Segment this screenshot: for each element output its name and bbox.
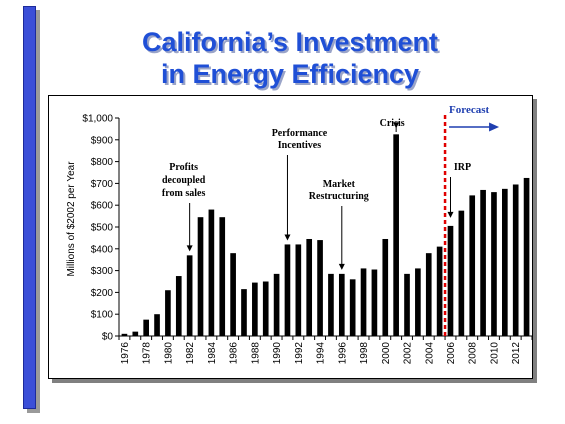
forecast-arrow-head — [489, 122, 500, 132]
x-tick-label: 2012 — [511, 342, 522, 365]
bar-2002 — [404, 273, 410, 336]
bar-2004 — [425, 253, 432, 336]
annotation-profits-line: from sales — [162, 188, 206, 199]
y-axis: $0 $100 $200 $300 $400 $500 $600 $700 $800 $900 $1… — [82, 114, 120, 343]
x-tick-label: 2010 — [489, 342, 500, 365]
y-tick-label: $800 — [91, 157, 114, 168]
bar-1992 — [295, 244, 302, 336]
y-tick-label: $900 — [91, 135, 114, 146]
bar-2003 — [415, 268, 421, 336]
annotation-bg-irp — [451, 159, 474, 175]
x-tick-label: 1976 — [120, 342, 131, 365]
bar-1996 — [338, 273, 345, 336]
bar-1978 — [143, 319, 149, 336]
slide-title-line1: California’s Investment — [141, 27, 439, 57]
bar-2010 — [491, 192, 497, 336]
bar-2013 — [523, 177, 530, 336]
annotation-performance-line: Performance — [272, 128, 328, 139]
x-tick-label: 2006 — [446, 342, 457, 365]
forecast-marker: Forecast — [443, 104, 500, 336]
bar-2006 — [447, 225, 454, 336]
x-tick-label: 1980 — [163, 342, 174, 365]
x-tick-label: 2000 — [381, 342, 392, 365]
x-tick-label: 1992 — [294, 342, 305, 365]
y-tick-label: $0 — [102, 332, 114, 343]
annotation-market-line: Market — [323, 179, 356, 190]
bar-1997 — [349, 279, 356, 336]
annotation-performance-line: Incentives — [278, 140, 321, 151]
annotation-market-line: Restructuring — [309, 191, 369, 202]
bar-1999 — [371, 269, 378, 336]
bars — [121, 134, 530, 336]
annotation-arrowhead-performance — [284, 234, 291, 241]
bar-2008 — [469, 195, 476, 336]
annotation-crisis-line: Crisis — [380, 118, 405, 129]
annotation-arrowhead-profits — [186, 245, 193, 252]
bar-1983 — [197, 217, 204, 336]
sidebar-bar — [23, 6, 36, 409]
bar-2001 — [393, 134, 399, 336]
bar-1986 — [230, 253, 236, 336]
x-tick-label: 1990 — [272, 342, 283, 365]
bar-1984 — [208, 209, 215, 336]
bar-2009 — [480, 189, 486, 336]
bar-1998 — [360, 268, 367, 336]
bar-1977 — [132, 331, 139, 336]
bar-1990 — [273, 273, 280, 336]
annotation-arrowhead-market — [338, 263, 345, 270]
bar-1985 — [219, 217, 226, 336]
bar-2011 — [502, 188, 508, 336]
y-tick-label: $200 — [91, 288, 114, 299]
x-tick-label: 1988 — [250, 342, 261, 365]
bar-1993 — [306, 238, 313, 336]
forecast-label: Forecast — [449, 104, 489, 116]
annotation-bg-market — [299, 176, 379, 204]
bar-1982 — [186, 255, 193, 336]
bar-chart: Millions of $2002 per Year $0 $100 $200 $30… — [66, 104, 533, 365]
x-tick-label: 2004 — [424, 342, 435, 365]
bar-2000 — [382, 238, 389, 336]
bar-1981 — [175, 276, 182, 336]
x-tick-label: 1994 — [316, 342, 327, 365]
bar-1979 — [154, 314, 160, 336]
annotation-bg-crisis — [372, 115, 412, 131]
x-tick-label: 1982 — [185, 342, 196, 365]
slide-title: California’s Investment in Energy Effici… — [40, 26, 540, 90]
bar-1976 — [121, 333, 128, 336]
annotations: Profits decoupled from sales PerformanceInc… — [162, 115, 474, 270]
annotation-profits-line: decoupled — [162, 175, 206, 186]
y-tick-label: $600 — [91, 201, 114, 212]
x-tick-label: 1978 — [142, 342, 153, 365]
x-tick-label: 2008 — [468, 342, 479, 365]
y-tick-label: $1,000 — [82, 114, 113, 125]
bar-1989 — [262, 281, 269, 336]
x-tick-label: 2002 — [403, 342, 414, 365]
annotation-arrowhead-crisis — [393, 122, 400, 129]
bar-2005 — [436, 246, 443, 336]
bar-1991 — [284, 244, 291, 336]
annotation-profits-line: Profits — [169, 162, 198, 173]
annotation-irp-line: IRP — [454, 162, 471, 173]
annotation-arrowhead-irp — [447, 211, 454, 218]
bar-1980 — [165, 290, 171, 336]
x-axis: 1976 1978 1980 1982 1984 1986 1988 1990 1992 1994… — [118, 335, 533, 365]
x-tick-label: 1984 — [207, 342, 218, 365]
y-tick-label: $500 — [91, 223, 114, 234]
bar-2007 — [458, 210, 465, 336]
bar-2012 — [512, 184, 519, 336]
bar-1994 — [317, 240, 323, 336]
x-tick-label: 1986 — [229, 342, 240, 365]
y-tick-label: $300 — [91, 266, 114, 277]
bar-1988 — [252, 282, 258, 336]
bar-1987 — [241, 289, 247, 336]
y-tick-label: $700 — [91, 179, 114, 190]
y-tick-label: $400 — [91, 244, 114, 255]
annotation-bg-performance — [265, 125, 334, 153]
bar-1995 — [328, 273, 334, 336]
slide-title-line2: in Energy Efficiency — [160, 59, 420, 89]
y-axis-label: Millions of $2002 per Year — [66, 161, 77, 277]
y-tick-label: $100 — [91, 310, 114, 321]
x-tick-label: 1996 — [337, 342, 348, 365]
x-tick-label: 1998 — [359, 342, 370, 365]
